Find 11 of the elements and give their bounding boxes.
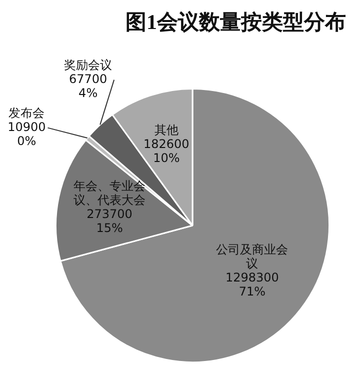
slice-label: 年会、专业会议、代表大会 xyxy=(74,179,146,208)
data-label: 273700 15% xyxy=(86,207,132,236)
data-label: 182600 10% xyxy=(143,136,190,165)
data-label: 1298300 71% xyxy=(225,270,279,298)
slice-label: 发布会 xyxy=(8,106,45,120)
data-label: 10900 0% xyxy=(8,120,46,148)
chart-title: 图1会议数量按类型分布 xyxy=(126,9,346,36)
slice-label: 公司及商业会议 xyxy=(216,242,288,270)
slice-label: 奖励会议 xyxy=(64,58,112,72)
slice-label: 其他 xyxy=(154,122,178,137)
data-label: 67700 4% xyxy=(68,72,108,100)
